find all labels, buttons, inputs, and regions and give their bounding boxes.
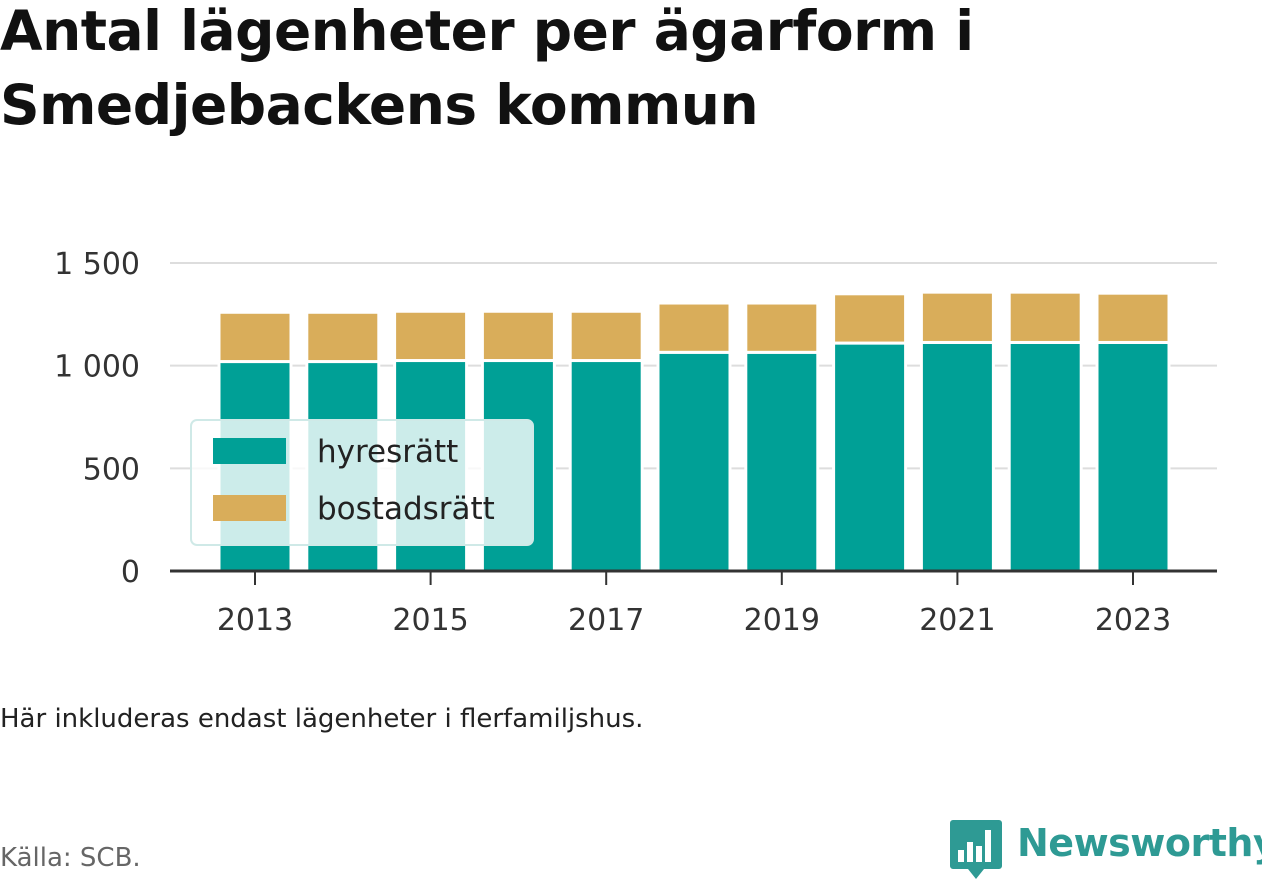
bar-bostadsratt-2017 [568, 309, 644, 363]
chart-note: Här inkluderas endast lägenheter i flerf… [0, 704, 644, 734]
bar-bostadsratt-2016 [480, 309, 556, 363]
bar-hyresratt-2021 [919, 340, 995, 573]
x-tick-label: 2015 [392, 603, 468, 638]
bar-hyresratt-2017 [568, 359, 644, 573]
y-tick-label: 500 [83, 452, 140, 487]
bar-bostadsratt-2013 [217, 310, 293, 364]
bar-bostadsratt-2018 [656, 301, 732, 354]
bar-bostadsratt-2015 [393, 309, 469, 363]
y-tick-label: 0 [121, 555, 140, 590]
x-tick-label: 2021 [919, 603, 995, 638]
legend-label: hyresrätt [317, 434, 458, 470]
bar-hyresratt-2020 [832, 341, 908, 573]
legend-swatch [213, 438, 286, 464]
legend: hyresrätt bostadsrätt [190, 419, 534, 546]
bar-bostadsratt-2014 [305, 310, 381, 364]
newsworthy-logo-icon [950, 820, 1002, 879]
legend-swatch [213, 495, 286, 521]
axes: 0 500 1 000 1 500 2013 2015 2017 2019 2021 2023 [54, 247, 1217, 638]
chart-title: Antal lägenheter per ägarform i Smedjeba… [0, 0, 974, 137]
x-tick-label: 2019 [744, 603, 820, 638]
brand-name: Newsworthy [1017, 821, 1262, 865]
bar-bostadsratt-2023 [1095, 291, 1171, 344]
bar-bostadsratt-2022 [1007, 290, 1083, 344]
brand-logo: Newsworthy [950, 820, 1262, 880]
legend-label: bostadsrätt [317, 491, 495, 527]
bar-hyresratt-2019 [744, 350, 820, 573]
chart: 0 500 1 000 1 500 2013 2015 2017 2019 2021 2023 h… [54, 247, 1217, 638]
bar-bostadsratt-2020 [832, 292, 908, 345]
bar-hyresratt-2022 [1007, 340, 1083, 573]
source-credit: Källa: SCB. [0, 843, 141, 873]
x-tick-label: 2023 [1095, 603, 1171, 638]
y-tick-label: 1 000 [54, 350, 140, 385]
bar-hyresratt-2018 [656, 350, 732, 573]
bar-bostadsratt-2021 [919, 290, 995, 344]
bar-hyresratt-2023 [1095, 340, 1171, 573]
y-tick-label: 1 500 [54, 247, 140, 282]
bar-bostadsratt-2019 [744, 301, 820, 354]
x-tick-label: 2017 [568, 603, 644, 638]
x-tick-label: 2013 [217, 603, 293, 638]
